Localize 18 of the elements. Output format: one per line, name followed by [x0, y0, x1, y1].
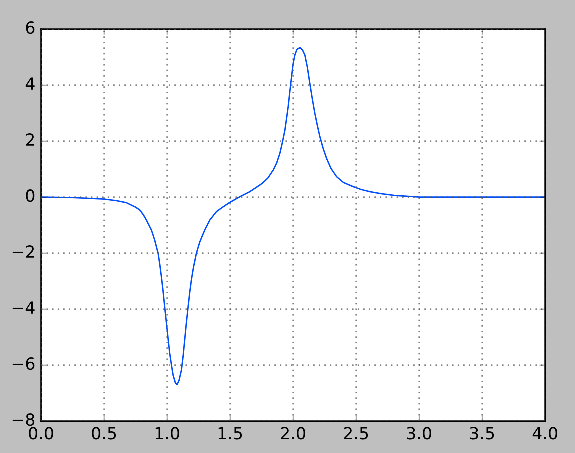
- y-tick-label: 0: [26, 190, 35, 202]
- y-tick-label: −2: [12, 246, 34, 258]
- y-tick-label: −8: [12, 414, 35, 426]
- x-tick-label: 0.5: [92, 427, 116, 440]
- x-tick-label: 1.5: [218, 427, 242, 440]
- y-tick-label: −6: [12, 358, 35, 370]
- x-tick-label: 4.0: [532, 427, 558, 440]
- y-tick-label: −4: [12, 302, 35, 314]
- y-tick-label: 4: [26, 78, 35, 90]
- x-tick-label: 2.0: [281, 427, 306, 440]
- y-tick-label: 2: [26, 134, 34, 146]
- line-series: [41, 47, 546, 386]
- x-tick-label: 0.0: [29, 427, 54, 440]
- x-tick-label: 3.0: [407, 427, 432, 440]
- x-tick-label: 2.5: [344, 427, 368, 440]
- x-tick-label: 3.5: [470, 427, 494, 440]
- y-tick-label: 6: [26, 22, 35, 34]
- x-tick-label: 1.0: [156, 427, 180, 440]
